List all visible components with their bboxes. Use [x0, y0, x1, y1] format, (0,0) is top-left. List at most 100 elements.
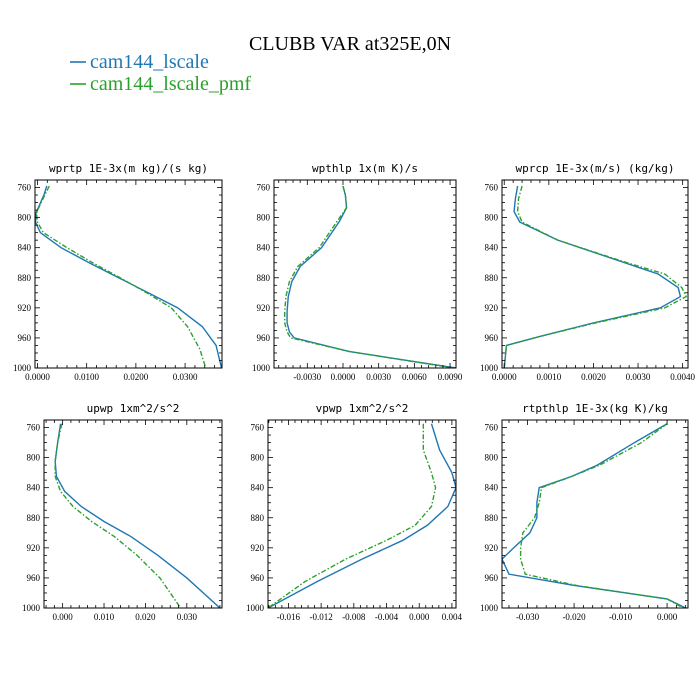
x-tick-label: 0.000 [409, 612, 430, 622]
x-tick-label: -0.004 [375, 612, 399, 622]
series-line-pmf [35, 185, 207, 368]
x-tick-label: 0.0060 [402, 372, 427, 382]
y-tick-label: 840 [27, 483, 41, 493]
x-tick-label: 0.0000 [331, 372, 356, 382]
series-line-lscale [286, 185, 456, 368]
plot-frame [501, 179, 689, 369]
series-line-lscale [503, 185, 682, 368]
panel-title: vpwp 1xm^2/s^2 [316, 402, 409, 415]
x-tick-label: -0.010 [609, 612, 633, 622]
y-tick-label: 960 [251, 573, 265, 583]
plot-frame [43, 419, 223, 609]
panel-6: rtpthlp 1E-3x(kg K)/kg 760 800 840 880 920 960… [480, 402, 689, 622]
y-tick-label: 840 [257, 243, 271, 253]
figure-title: CLUBB VAR at325E,0N [249, 33, 451, 55]
y-tick-label: 960 [257, 333, 271, 343]
x-tick-label: 0.0040 [670, 372, 695, 382]
panel-title: wprcp 1E-3x(m/s) (kg/kg) [516, 162, 675, 175]
x-tick-label: -0.020 [562, 612, 586, 622]
y-tick-label: 840 [485, 243, 499, 253]
x-tick-label: 0.0000 [492, 372, 517, 382]
y-tick-label: 1000 [13, 363, 32, 373]
y-tick-label: 1000 [22, 603, 41, 613]
y-tick-label: 760 [257, 183, 271, 193]
panel-title: wpthlp 1x(m K)/s [312, 162, 418, 175]
y-tick-label: 960 [27, 573, 41, 583]
x-tick-label: 0.010 [94, 612, 115, 622]
y-tick-label: 760 [485, 423, 499, 433]
panel-5: vpwp 1xm^2/s^2 760 800 840 880 920 960 1000 -0.0… [246, 402, 463, 622]
y-tick-label: 800 [251, 453, 265, 463]
series-line-lscale [268, 423, 456, 608]
plot-frame [273, 179, 457, 369]
y-tick-label: 800 [485, 453, 499, 463]
y-tick-label: 1000 [246, 603, 265, 613]
y-tick-label: 920 [27, 543, 41, 553]
y-tick-label: 760 [27, 423, 41, 433]
series-line-pmf [284, 185, 454, 368]
legend: cam144_lscale cam144_lscale_pmf [70, 51, 251, 95]
x-tick-label: 0.0030 [626, 372, 651, 382]
panel-2: wpthlp 1x(m K)/s 760 800 840 880 920 960 1000 -0… [252, 162, 463, 382]
panel-1: wprtp 1E-3x(m kg)/(s kg) 760 800 840 880 920 9… [13, 162, 223, 382]
plot-frame [34, 179, 223, 369]
plot-frame [267, 419, 457, 609]
y-tick-label: 920 [251, 543, 265, 553]
x-tick-label: 0.020 [135, 612, 156, 622]
series-line-lscale [502, 423, 686, 608]
y-tick-label: 880 [485, 513, 499, 523]
x-tick-label: 0.004 [442, 612, 463, 622]
x-tick-label: 0.0010 [536, 372, 561, 382]
y-tick-label: 760 [485, 183, 499, 193]
panel-title: wprtp 1E-3x(m kg)/(s kg) [49, 162, 208, 175]
legend-label-pmf: cam144_lscale_pmf [90, 73, 251, 95]
y-tick-label: 800 [18, 213, 32, 223]
panel-4: upwp 1xm^2/s^2 760 800 840 880 920 960 1000 0.00… [22, 402, 223, 622]
x-tick-label: -0.0030 [293, 372, 321, 382]
x-tick-label: 0.000 [657, 612, 678, 622]
y-tick-label: 880 [485, 273, 499, 283]
y-tick-label: 800 [485, 213, 499, 223]
x-tick-label: -0.030 [516, 612, 540, 622]
y-tick-label: 1000 [480, 363, 499, 373]
plot-frame [501, 419, 689, 609]
x-tick-label: 0.0090 [438, 372, 463, 382]
x-tick-label: -0.008 [342, 612, 366, 622]
y-tick-label: 880 [18, 273, 32, 283]
x-tick-label: 0.0020 [581, 372, 606, 382]
y-tick-label: 920 [18, 303, 32, 313]
y-tick-label: 760 [18, 183, 32, 193]
x-tick-label: 0.0030 [366, 372, 391, 382]
series-line-pmf [503, 185, 688, 368]
y-tick-label: 840 [18, 243, 32, 253]
y-tick-label: 920 [485, 543, 499, 553]
series-line-pmf [519, 423, 684, 608]
y-tick-label: 800 [27, 453, 41, 463]
y-tick-label: 880 [251, 513, 265, 523]
y-tick-label: 1000 [480, 603, 499, 613]
x-tick-label: 0.0300 [173, 372, 198, 382]
x-tick-label: 0.0200 [124, 372, 149, 382]
y-tick-label: 840 [485, 483, 499, 493]
panel-title: rtpthlp 1E-3x(kg K)/kg [522, 402, 668, 415]
y-tick-label: 760 [251, 423, 265, 433]
y-tick-label: 920 [485, 303, 499, 313]
y-tick-label: 800 [257, 213, 271, 223]
x-tick-label: 0.0100 [74, 372, 99, 382]
y-tick-label: 960 [485, 573, 499, 583]
y-tick-label: 880 [27, 513, 41, 523]
x-tick-label: 0.000 [53, 612, 74, 622]
y-tick-label: 840 [251, 483, 265, 493]
series-line-lscale [35, 185, 222, 368]
panel-title: upwp 1xm^2/s^2 [87, 402, 180, 415]
x-tick-label: -0.016 [277, 612, 301, 622]
panel-3: wprcp 1E-3x(m/s) (kg/kg) 760 800 840 880 920 9… [480, 162, 696, 382]
y-tick-label: 960 [18, 333, 32, 343]
y-tick-label: 880 [257, 273, 271, 283]
y-tick-label: 1000 [252, 363, 271, 373]
series-line-pmf [268, 423, 437, 608]
y-tick-label: 960 [485, 333, 499, 343]
series-line-pmf [54, 423, 182, 608]
y-tick-label: 920 [257, 303, 271, 313]
